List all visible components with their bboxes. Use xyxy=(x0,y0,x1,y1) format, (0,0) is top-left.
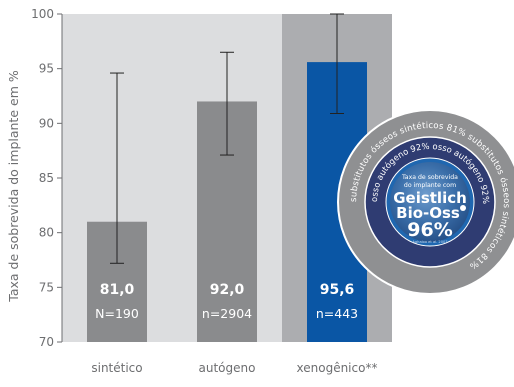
seal-brand-line1: Geistlich xyxy=(393,189,467,207)
y-tick-label: 80 xyxy=(39,226,54,240)
category-label: autógeno xyxy=(199,361,256,375)
y-tick-label: 100 xyxy=(31,7,54,21)
y-ticks: 70 75 80 85 90 95 100 xyxy=(31,7,62,349)
bar-n-label: N=190 xyxy=(95,306,139,321)
seal-center-line1: Taxa de sobrevida xyxy=(401,174,458,181)
seal-brand-line2: Bio-Oss xyxy=(396,204,460,222)
y-axis-label: Taxa de sobrevida do implante em % xyxy=(6,70,21,303)
category-label: sintético xyxy=(91,361,142,375)
seal-center xyxy=(390,162,470,242)
bar-n-label: n=2904 xyxy=(202,306,252,321)
y-tick-label: 95 xyxy=(39,62,54,76)
seal-brand-pct: 96% xyxy=(407,219,452,241)
bar-value-label: 81,0 xyxy=(100,282,135,298)
y-tick-label: 85 xyxy=(39,171,54,185)
bar-value-label: 95,6 xyxy=(320,282,355,298)
y-tick-label: 75 xyxy=(39,280,54,294)
registered-mark-icon xyxy=(460,205,466,211)
y-tick-label: 70 xyxy=(39,335,54,349)
seal-center-line2: do implante com xyxy=(404,182,456,189)
seal-fine-print: Aghaloo et al. 2007 xyxy=(412,240,447,244)
category-label: xenogênico** xyxy=(297,361,378,375)
bar-labels: 81,0 N=190 92,0 n=2904 95,6 n=443 xyxy=(95,282,358,321)
bio-oss-seal: substitutos ósseos sintéticos 81% substi… xyxy=(337,109,514,295)
bar-value-label: 92,0 xyxy=(210,282,245,298)
category-labels: sintético autógeno xenogênico** xyxy=(91,361,377,375)
bar-n-label: n=443 xyxy=(316,306,358,321)
y-tick-label: 90 xyxy=(39,116,54,130)
error-bars xyxy=(110,13,344,264)
